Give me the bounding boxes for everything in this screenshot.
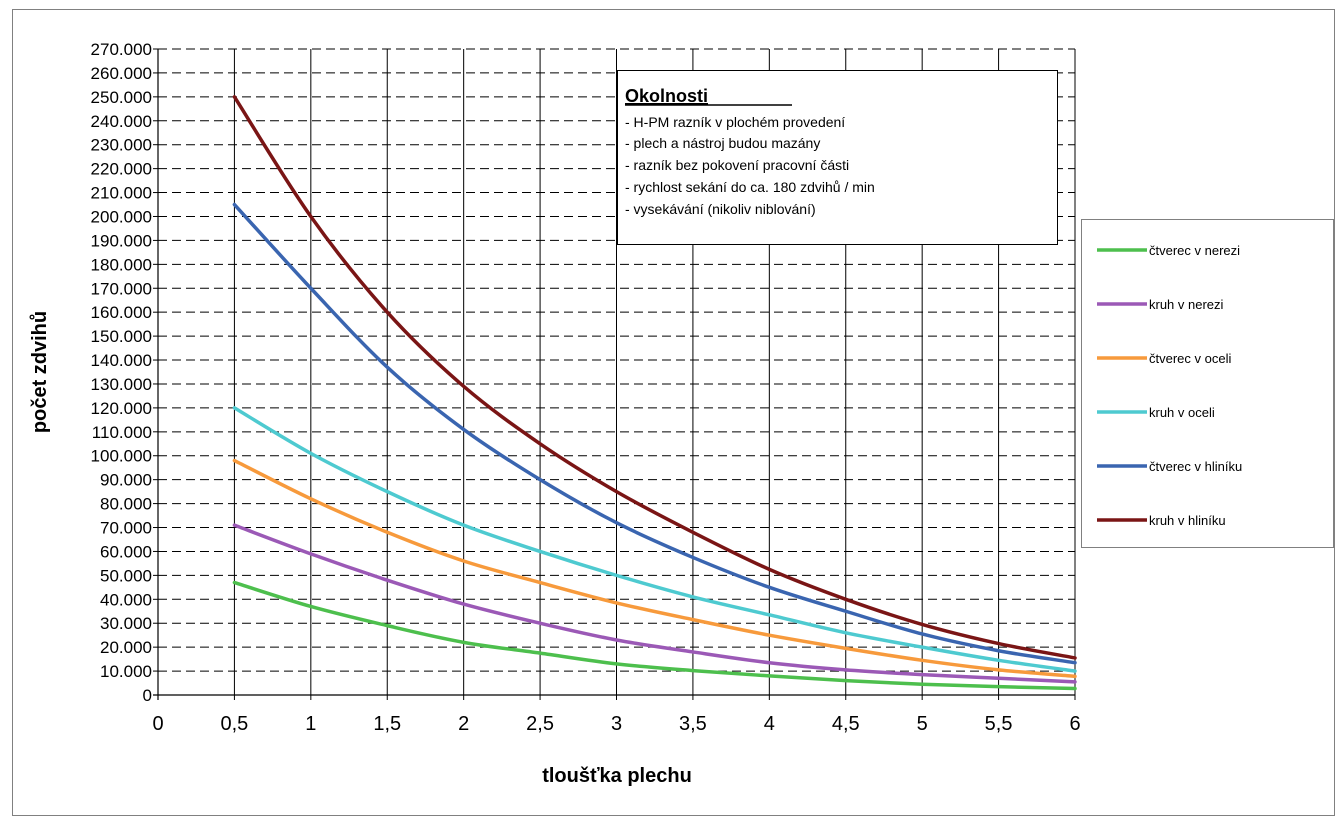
x-tick-label: 3,5 [679, 713, 707, 735]
y-tick-label: 270.000 [91, 40, 152, 59]
x-tick-label: 4,5 [832, 713, 860, 735]
annotation-box: Okolnosti - H-PM razník v plochém proved… [617, 70, 1058, 245]
y-tick-label: 110.000 [92, 423, 152, 442]
legend-label-4: kruh v oceli [1149, 405, 1215, 420]
x-tick-label: 0 [152, 713, 163, 735]
x-tick-label: 6 [1069, 713, 1080, 735]
y-tick-label: 0 [143, 686, 152, 705]
x-tick-label: 3 [611, 713, 622, 735]
series-line-4 [232, 406, 1077, 673]
annotation-line-4: - rychlost sekání do ca. 180 zdvihů / mi… [625, 179, 875, 195]
y-axis-title: počet zdvihů [29, 311, 51, 433]
y-tick-label: 90.000 [100, 471, 152, 490]
annotation-line-3: - razník bez pokovení pracovní části [625, 157, 849, 173]
y-tick-label: 100.000 [91, 447, 152, 466]
y-tick-label: 30.000 [100, 614, 152, 633]
annotation-line-1: - H-PM razník v plochém provedení [625, 114, 845, 130]
x-tick-label: 5 [917, 713, 928, 735]
y-tick-label: 210.000 [91, 184, 152, 203]
series-line-1 [232, 580, 1077, 691]
series-lines [232, 95, 1077, 691]
y-tick-label: 40.000 [100, 590, 152, 609]
series-line-2 [232, 523, 1077, 684]
y-tick-label: 50.000 [100, 566, 152, 585]
annotation-frame [617, 70, 1058, 245]
series-line-5 [232, 202, 1077, 665]
y-tick-label: 70.000 [100, 519, 152, 538]
x-tick-label: 5,5 [985, 713, 1013, 735]
y-tick-label: 170.000 [91, 279, 152, 298]
y-tick-label: 180.000 [91, 255, 152, 274]
y-tick-label: 230.000 [91, 136, 152, 155]
y-tick-label: 200.000 [91, 207, 152, 226]
y-tick-label: 80.000 [100, 495, 152, 514]
annotation-title: Okolnosti [625, 86, 708, 106]
y-tick-label: 260.000 [91, 64, 152, 83]
legend-items: čtverec v nerezi kruh v nerezi čtverec v o… [1097, 243, 1242, 528]
x-tick-labels: 0 0,5 1 1,5 2 2,5 3 3,5 4 4,5 5 5,5 6 [152, 713, 1080, 735]
x-tick-label: 4 [764, 713, 775, 735]
legend-label-3: čtverec v oceli [1149, 351, 1231, 366]
x-tick-label: 1,5 [373, 713, 401, 735]
y-tick-label: 120.000 [91, 399, 152, 418]
x-tick-label: 2 [458, 713, 469, 735]
series-line-6 [232, 95, 1077, 660]
y-tick-label: 150.000 [91, 327, 152, 346]
y-tick-label: 190.000 [91, 231, 152, 250]
y-tick-label: 160.000 [91, 303, 152, 322]
legend: čtverec v nerezi kruh v nerezi čtverec v o… [1081, 219, 1334, 548]
annotation-line-5: - vysekávání (nikoliv niblování) [625, 201, 816, 217]
legend-frame [1081, 219, 1334, 548]
x-axis-title: tloušťka plechu [542, 765, 692, 787]
y-tick-label: 250.000 [91, 88, 152, 107]
legend-label-6: kruh v hliníku [1149, 513, 1226, 528]
series-line-3 [232, 458, 1077, 679]
y-tick-label: 240.000 [91, 112, 152, 131]
y-tick-label: 10.000 [100, 662, 152, 681]
y-tick-labels: 0 10.000 20.000 30.000 40.000 50.000 60.000 70.… [91, 40, 152, 705]
legend-label-2: kruh v nerezi [1149, 297, 1224, 312]
y-tick-label: 130.000 [91, 375, 152, 394]
x-tick-label: 0,5 [221, 713, 249, 735]
y-tick-label: 140.000 [91, 351, 152, 370]
x-tick-label: 2,5 [526, 713, 554, 735]
y-tick-label: 20.000 [100, 638, 152, 657]
legend-label-5: čtverec v hliníku [1149, 459, 1242, 474]
y-tick-label: 60.000 [100, 542, 152, 561]
y-tick-label: 220.000 [91, 160, 152, 179]
x-tick-label: 1 [305, 713, 316, 735]
annotation-line-2: - plech a nástroj budou mazány [625, 135, 820, 151]
legend-label-1: čtverec v nerezi [1149, 243, 1240, 258]
